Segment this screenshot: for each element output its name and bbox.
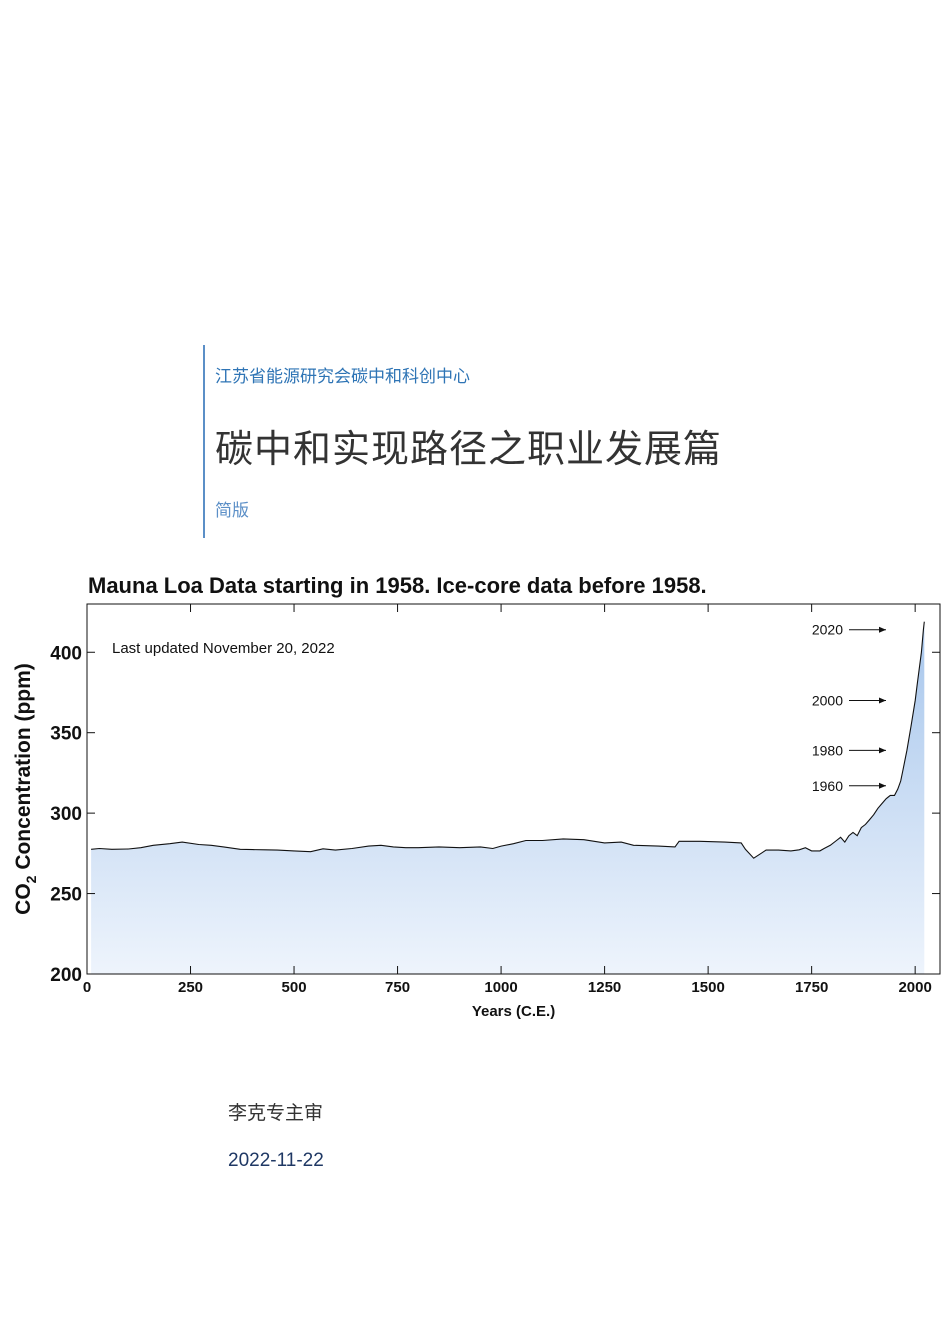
year-marker-label: 1960	[812, 778, 843, 794]
y-tick-label: 400	[50, 643, 82, 664]
co2-area-fill	[91, 621, 925, 974]
year-marker-arrowhead	[879, 782, 886, 789]
x-tick-label: 0	[83, 979, 91, 996]
chart-title: Mauna Loa Data starting in 1958. Ice-cor…	[88, 573, 707, 598]
x-tick-label: 750	[385, 979, 410, 996]
y-tick-label: 350	[50, 724, 82, 745]
organization-name: 江苏省能源研究会碳中和科创中心	[215, 367, 470, 387]
x-tick-label: 250	[178, 979, 203, 996]
year-marker-arrowhead	[879, 626, 886, 633]
co2-series-line	[91, 621, 925, 859]
x-tick-label: 1500	[691, 979, 724, 996]
x-axis-label: Years (C.E.)	[472, 1003, 555, 1020]
x-tick-label: 2000	[898, 979, 931, 996]
document-title: 碳中和实现路径之职业发展篇	[215, 427, 723, 471]
year-marker-label: 2000	[812, 693, 843, 709]
y-tick-label: 250	[50, 885, 82, 906]
y-tick-label: 300	[50, 804, 82, 825]
plot-frame	[86, 603, 941, 975]
y-tick-label: 200	[50, 965, 82, 986]
year-marker-label: 1980	[812, 742, 843, 758]
accent-bar	[203, 345, 205, 538]
year-marker-arrowhead	[879, 747, 886, 754]
document-date: 2022-11-22	[228, 1150, 324, 1171]
x-tick-label: 1000	[484, 979, 517, 996]
x-tick-label: 1750	[795, 979, 828, 996]
last-updated-note: Last updated November 20, 2022	[112, 640, 335, 657]
x-tick-label: 1250	[588, 979, 621, 996]
reviewer-name: 李克专主审	[228, 1102, 324, 1124]
year-marker-arrowhead	[879, 697, 886, 704]
y-axis-label: CO2 Concentration (ppm)	[12, 663, 39, 915]
x-tick-label: 500	[282, 979, 307, 996]
co2-chart: 200 250 300 350 400 0 250 500 750 1000 1250 1500 175…	[0, 565, 950, 1030]
co2-chart-svg: 200 250 300 350 400 0 250 500 750 1000 1250 1500 175…	[12, 603, 941, 1020]
document-subtitle: 简版	[215, 501, 249, 521]
year-marker-label: 2020	[812, 622, 843, 638]
